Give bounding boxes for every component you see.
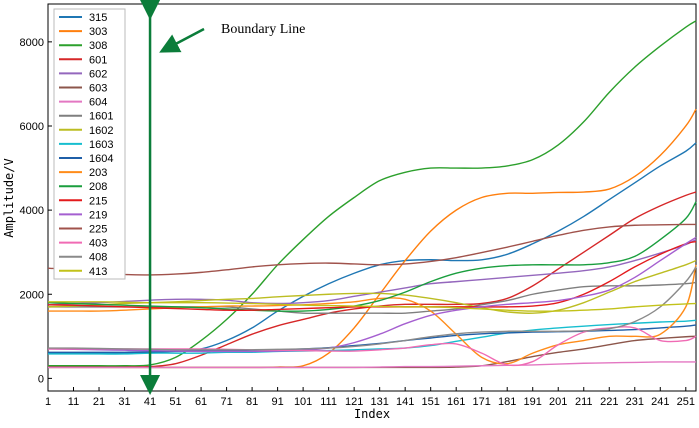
x-tick-label: 21 [93,396,105,408]
legend-label-403: 403 [89,238,107,250]
boundary-line-label: Boundary Line [221,22,305,37]
legend-label-1604: 1604 [89,153,113,165]
y-tick-label: 0 [38,373,44,385]
tick-layer: 1 11 21 31 41 51 61 71 81 91 101 111 121 131 141 151 161… [20,37,695,408]
x-tick-label: 251 [677,396,695,408]
plot-frame [47,3,697,392]
legend-label-602: 602 [89,68,107,80]
x-tick-label: 201 [549,396,567,408]
legend: 315 303 308 601 602 603 604 1601 1602 1603 1604 203… [53,8,126,280]
legend-label-604: 604 [89,97,107,109]
legend-label-601: 601 [89,54,107,66]
annotation-layer: Boundary Line [140,0,305,395]
y-axis-title: Amplitude/V [2,158,16,237]
legend-label-308: 308 [89,40,107,52]
x-tick-label: 241 [651,396,669,408]
x-tick-label: 31 [118,396,130,408]
x-tick-label: 191 [524,396,542,408]
x-tick-label: 161 [447,396,465,408]
legend-label-208: 208 [89,181,107,193]
x-tick-label: 231 [626,396,644,408]
x-tick-label: 51 [169,396,181,408]
x-tick-label: 91 [271,396,283,408]
legend-label-408: 408 [89,252,107,264]
legend-label-413: 413 [89,266,107,278]
legend-label-1603: 1603 [89,139,113,151]
x-tick-label: 131 [370,396,388,408]
x-tick-label: 121 [345,396,363,408]
x-tick-label: 141 [396,396,414,408]
x-tick-label: 11 [68,396,79,408]
legend-label-603: 603 [89,83,107,95]
y-tick-label: 2000 [20,289,44,301]
legend-label-315: 315 [89,12,107,24]
x-tick-label: 81 [246,396,258,408]
x-tick-label: 171 [473,396,491,408]
legend-label-203: 203 [89,167,107,179]
y-tick-label: 6000 [20,121,44,133]
x-tick-label: 111 [320,396,337,408]
legend-label-303: 303 [89,26,107,38]
x-tick-label: 211 [575,396,593,408]
x-tick-label: 41 [144,396,156,408]
y-tick-label: 4000 [20,205,44,217]
boundary-pointer-arrow [159,27,205,53]
legend-label-225: 225 [89,224,107,236]
legend-label-219: 219 [89,209,107,221]
x-tick-label: 151 [421,396,439,408]
legend-label-1601: 1601 [89,111,113,123]
x-tick-label: 1 [45,396,51,408]
x-axis-title: Index [354,407,390,421]
legend-label-1602: 1602 [89,125,113,137]
y-tick-label: 8000 [20,37,44,49]
x-tick-label: 71 [220,396,232,408]
legend-label-215: 215 [89,195,107,207]
x-tick-label: 181 [498,396,516,408]
x-tick-label: 61 [195,396,207,408]
x-tick-label: 221 [600,396,618,408]
x-tick-label: 101 [294,396,312,408]
